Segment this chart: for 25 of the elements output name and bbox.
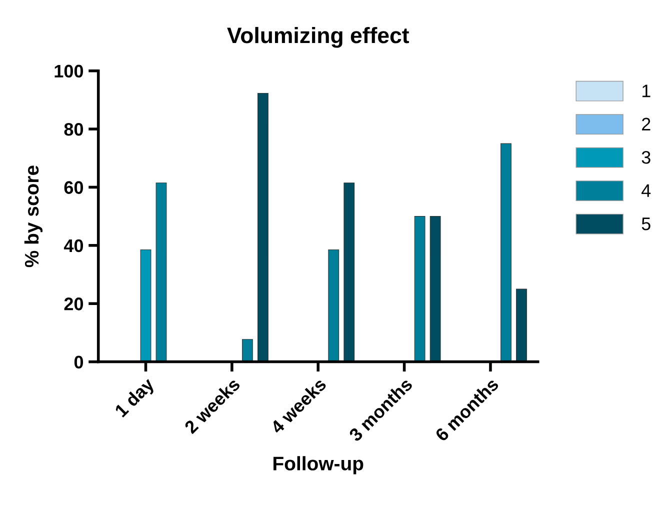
- bar: [414, 216, 426, 362]
- bar: [156, 182, 167, 362]
- bar: [500, 143, 512, 362]
- legend-label: 1: [642, 84, 650, 98]
- legend-label: 5: [642, 218, 650, 230]
- legend-label: 3: [642, 150, 650, 164]
- y-tick-label: 0: [74, 356, 84, 369]
- bar: [140, 249, 152, 362]
- bar: [344, 182, 355, 362]
- y-tick-label: 20: [64, 298, 84, 310]
- bar: [516, 288, 527, 362]
- bar: [430, 216, 441, 362]
- bar: [242, 339, 253, 362]
- legend-label: 2: [642, 118, 650, 130]
- y-axis-title: % by score: [24, 166, 43, 268]
- y-tick-label: 100: [54, 64, 84, 78]
- bar: [258, 92, 268, 362]
- legend-label: 4: [642, 184, 651, 197]
- y-tick-label: 40: [64, 239, 84, 252]
- y-tick-label: 60: [64, 181, 84, 194]
- chart-title: Volumizing effect: [227, 26, 410, 48]
- bar: [328, 249, 340, 362]
- y-tick-label: 80: [64, 122, 84, 136]
- x-tick-label: 1 day: [114, 376, 158, 420]
- x-axis-title: Follow-up: [274, 456, 364, 474]
